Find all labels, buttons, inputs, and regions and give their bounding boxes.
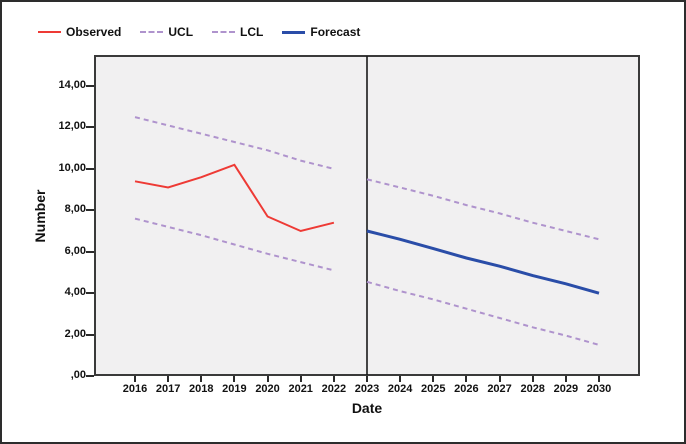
x-tick-label: 2026 <box>454 383 479 395</box>
y-tick-mark <box>86 292 94 295</box>
x-tick-mark <box>564 376 567 382</box>
x-tick-mark <box>531 376 534 382</box>
y-tick-mark <box>86 85 94 88</box>
y-tick-mark <box>86 250 94 253</box>
x-tick-label: 2016 <box>122 383 148 395</box>
chart-legend: Observed UCL LCL Forecast <box>38 25 360 39</box>
x-tick-mark <box>266 376 269 382</box>
x-tick-label: 2025 <box>421 383 446 395</box>
chart-canvas <box>94 55 640 376</box>
y-tick-mark <box>86 126 94 129</box>
legend-label: UCL <box>168 25 194 39</box>
y-tick-label: 12,00 <box>58 120 86 133</box>
y-axis-title: Number <box>32 189 48 243</box>
x-tick-label: 2024 <box>387 383 413 395</box>
x-tick-label: 2029 <box>553 383 579 395</box>
ucl-observed-line <box>134 116 335 170</box>
lcl-forecast-line <box>366 280 600 346</box>
y-tick-mark <box>86 333 94 336</box>
forecast-line <box>366 229 600 295</box>
y-tick-mark <box>86 375 94 377</box>
ucl-forecast-line <box>366 178 600 241</box>
plot-area <box>94 55 640 376</box>
x-tick-label: 2023 <box>354 383 380 395</box>
legend-lcl-line-swatch-icon <box>212 31 236 33</box>
x-tick-label: 2017 <box>155 383 181 395</box>
x-tick-mark <box>366 376 368 382</box>
legend-item-forecast: Forecast <box>282 25 360 39</box>
legend-observed-line-swatch-icon <box>38 31 61 33</box>
x-tick-label: 2020 <box>255 383 280 395</box>
x-tick-label: 2022 <box>321 383 347 395</box>
x-tick-mark <box>399 376 402 382</box>
x-axis-title: Date <box>351 400 383 416</box>
y-tick-mark <box>86 209 94 212</box>
x-tick-mark <box>134 376 136 382</box>
x-tick-mark <box>465 376 468 382</box>
y-tick-label: 14,00 <box>58 79 86 92</box>
x-tick-label: 2018 <box>189 383 214 395</box>
x-tick-mark <box>332 376 335 382</box>
legend-label: Observed <box>66 25 122 39</box>
lcl-observed-line <box>134 217 335 272</box>
observed-line <box>134 163 335 233</box>
x-tick-label: 2030 <box>586 383 612 395</box>
legend-label: Forecast <box>310 25 361 39</box>
x-tick-label: 2019 <box>222 383 247 395</box>
legend-label: LCL <box>240 25 264 39</box>
x-tick-label: 2028 <box>520 383 545 395</box>
legend-ucl-line-swatch-icon <box>140 31 164 33</box>
x-tick-mark <box>233 376 236 382</box>
x-tick-mark <box>299 376 302 382</box>
y-tick-label: ,00 <box>70 369 86 381</box>
y-tick-mark <box>86 167 94 170</box>
x-tick-mark <box>432 376 435 382</box>
x-tick-mark <box>200 376 203 382</box>
y-tick-label: 4,00 <box>64 286 86 299</box>
y-tick-label: 2,00 <box>64 327 86 340</box>
x-tick-mark <box>598 376 600 382</box>
x-tick-label: 2021 <box>288 383 313 395</box>
x-tick-mark <box>498 376 501 382</box>
x-tick-mark <box>167 376 170 382</box>
legend-forecast-line-swatch-icon <box>282 30 306 34</box>
legend-item-observed: Observed <box>38 25 121 39</box>
legend-item-ucl: UCL <box>140 25 193 39</box>
legend-item-lcl: LCL <box>212 25 263 39</box>
x-tick-label: 2027 <box>487 383 512 395</box>
